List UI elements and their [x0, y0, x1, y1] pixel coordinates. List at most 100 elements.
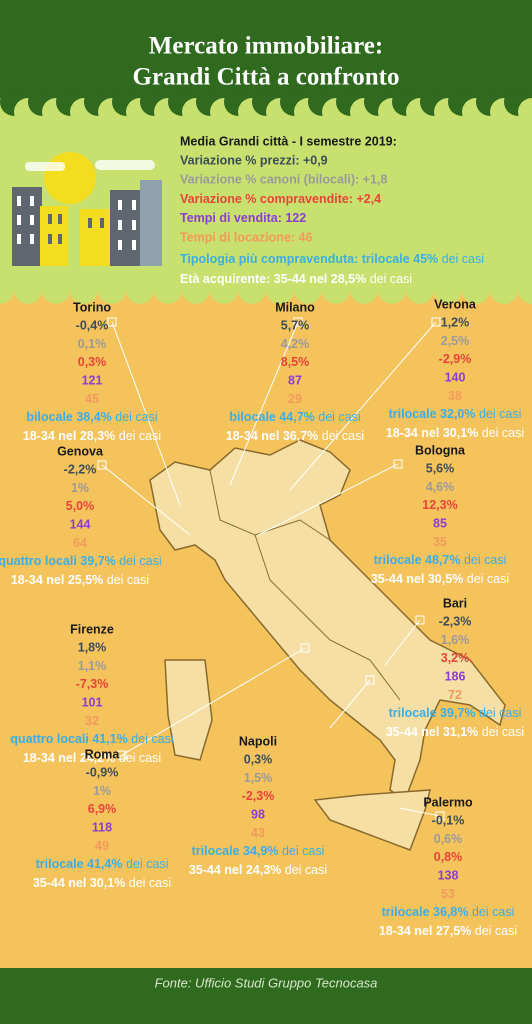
city: Palermo -0,1% 0,6% 0,8% 138 53 trilocale 36,8%…	[379, 795, 517, 938]
summary-typology-value: Tipologia più compravenduta: trilocale 4…	[180, 252, 438, 266]
city-stat: 1,6%	[441, 633, 470, 647]
city-stat: -0,9%	[86, 766, 119, 780]
city-stat: 0,1%	[78, 337, 107, 351]
city-age-value: 18-34 nel 28,3%	[23, 429, 115, 443]
city-stat: 1%	[93, 784, 111, 798]
city-typology-suffix: dei casi	[318, 410, 360, 424]
city-age-suffix: dei casi	[129, 876, 171, 890]
city-stat: 8,5%	[281, 355, 310, 369]
city-age-value: 18-34 nel 36,7%	[226, 429, 318, 443]
city-stat: 35	[433, 535, 447, 549]
city-typology-value: quattro locali 41,1%	[10, 732, 127, 746]
city-stat: 29	[288, 392, 302, 406]
city-stat: 101	[82, 695, 103, 709]
city-name: Roma	[85, 747, 121, 761]
summary-age-suffix: dei casi	[370, 272, 412, 286]
city: Firenze 1,8% 1,1% -7,3% 101 32 quattro locali …	[10, 622, 173, 765]
city-typology-suffix: dei casi	[131, 732, 173, 746]
city-icon	[8, 146, 170, 266]
city-stat: -0,1%	[432, 814, 465, 828]
city-typology-value: trilocale 41,4%	[36, 857, 123, 871]
city-typology: quattro locali 39,7% dei casi	[0, 554, 162, 568]
city-stat: 6,9%	[88, 802, 117, 816]
city-name: Bologna	[415, 443, 466, 457]
city-age: 18-34 nel 28,3% dei casi	[23, 429, 161, 443]
city-stat: 5,6%	[426, 462, 455, 476]
city-stat: 0,8%	[434, 850, 463, 864]
city-typology-value: bilocale 38,4%	[26, 410, 111, 424]
scallop-dot	[518, 276, 532, 304]
city: Bologna 5,6% 4,6% 12,3% 85 35 trilocale 48,7% …	[371, 443, 509, 586]
summary-age: Età acquirente: 35-44 nel 28,5% dei casi	[180, 272, 412, 286]
city: Bari -2,3% 1,6% 3,2% 186 72 trilocale 39,7% de…	[386, 596, 524, 739]
city-stat: 64	[73, 536, 87, 550]
city-stat: 5,7%	[281, 319, 310, 333]
scallop-dot	[490, 276, 518, 304]
scallop-dot	[350, 276, 378, 304]
city-age-value: 35-44 nel 31,1%	[386, 725, 478, 739]
city-typology: quattro locali 41,1% dei casi	[10, 732, 173, 746]
scallop-dot	[434, 276, 462, 304]
city-stat: 43	[251, 826, 265, 840]
city-stat: 0,6%	[434, 832, 463, 846]
city-typology-suffix: dei casi	[126, 857, 168, 871]
city-stat: 87	[288, 373, 302, 387]
city-age-suffix: dei casi	[467, 572, 509, 586]
city-age-value: 35-44 nel 30,5%	[371, 572, 463, 586]
city-age: 18-34 nel 25,5% dei casi	[11, 573, 149, 587]
scallop-dot	[14, 276, 42, 304]
summary-line: Variazione % compravendite: +2,4	[180, 192, 381, 206]
city-stat: -2,2%	[64, 463, 97, 477]
city-typology-value: trilocale 48,7%	[374, 553, 461, 567]
city-age-value: 18-34 nel 27,5%	[379, 924, 471, 938]
city-age: 35-44 nel 30,5% dei casi	[371, 572, 509, 586]
connectors	[97, 317, 445, 821]
scallop-dot	[42, 276, 70, 304]
city-age-suffix: dei casi	[119, 429, 161, 443]
scallop-dot	[406, 276, 434, 304]
city-stat: 1,5%	[244, 771, 273, 785]
city-stat: -2,3%	[242, 789, 275, 803]
city-age-value: 18-34 nel 25,5%	[11, 573, 103, 587]
city-stat: 121	[82, 373, 103, 387]
city-name: Bari	[443, 596, 467, 610]
city-stat: 0,3%	[78, 355, 107, 369]
scallop-dot	[322, 276, 350, 304]
footer	[0, 968, 532, 1024]
city-name: Milano	[275, 300, 315, 314]
summary-heading: Media Grandi città - I semestre 2019:	[180, 134, 397, 148]
scallop-dot	[378, 276, 406, 304]
city-typology-suffix: dei casi	[119, 554, 161, 568]
city-typology-value: bilocale 44,7%	[229, 410, 314, 424]
city-name: Torino	[73, 300, 111, 314]
city-age-suffix: dei casi	[285, 863, 327, 877]
city-stat: 98	[251, 807, 265, 821]
scallop-dot	[182, 276, 210, 304]
city-stat: 2,5%	[441, 334, 470, 348]
city-stat: -0,4%	[76, 319, 109, 333]
city-age: 18-34 nel 30,1% dei casi	[386, 426, 524, 440]
scallop-dot	[462, 276, 490, 304]
city-age-suffix: dei casi	[322, 429, 364, 443]
summary-line: Tempi di vendita: 122	[180, 211, 306, 225]
cities: Torino -0,4% 0,1% 0,3% 121 45 bilocale 38,4% d…	[0, 297, 524, 938]
city-stat: 138	[438, 868, 459, 882]
city-typology-value: quattro locali 39,7%	[0, 554, 116, 568]
scallop-dot	[210, 276, 238, 304]
city-age: 18-34 nel 27,5% dei casi	[379, 924, 517, 938]
city-stat: 1%	[71, 481, 89, 495]
city: Milano 5,7% 4,2% 8,5% 87 29 bilocale 44,7% dei…	[226, 300, 364, 443]
city-name: Genova	[57, 444, 104, 458]
city-typology-value: trilocale 39,7%	[389, 706, 476, 720]
city-stat: 5,0%	[66, 499, 95, 513]
city-stat: 3,2%	[441, 651, 470, 665]
source: Fonte: Ufficio Studi Gruppo Tecnocasa	[155, 975, 378, 990]
city: Genova -2,2% 1% 5,0% 144 64 quattro locali 39,…	[0, 444, 162, 587]
city-typology: bilocale 38,4% dei casi	[26, 410, 157, 424]
city-stat: 1,8%	[78, 641, 107, 655]
city: Roma -0,9% 1% 6,9% 118 49 trilocale 41,4% dei …	[33, 747, 171, 890]
city-typology-suffix: dei casi	[479, 407, 521, 421]
city-typology: trilocale 34,9% dei casi	[192, 844, 325, 858]
scallop-dot	[70, 276, 98, 304]
